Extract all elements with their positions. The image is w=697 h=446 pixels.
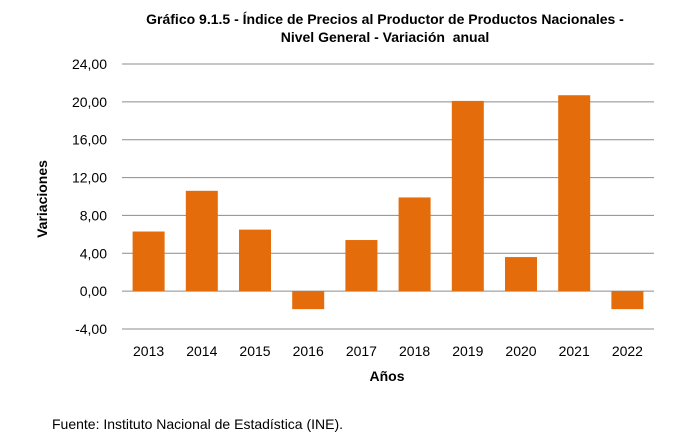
bar-2013 (132, 231, 165, 292)
y-tick-label: 12,00 (72, 170, 107, 186)
bar-2022 (611, 291, 644, 310)
bar-2018 (398, 197, 431, 292)
bar-2020 (505, 257, 537, 292)
y-tick-label: 0,00 (80, 283, 107, 299)
y-tick-label: 4,00 (80, 245, 107, 261)
y-tick-label: 24,00 (72, 56, 107, 72)
bars (132, 95, 644, 310)
bar-2016 (292, 291, 325, 310)
y-tick-labels: -4,00 0,00 4,00 8,00 12,00 16,00 20,00 24,00 (72, 56, 107, 337)
bar-2017 (345, 240, 378, 292)
y-tick-label: 20,00 (72, 94, 107, 110)
x-tick-label: 2015 (239, 343, 270, 359)
x-tick-labels: 2013 2014 2015 2016 2017 2018 2019 2020 2021 2022 (133, 343, 643, 359)
chart-title: Gráfico 9.1.5 - Índice de Precios al Pro… (0, 10, 697, 46)
x-tick-label: 2017 (346, 343, 377, 359)
bar-2021 (558, 95, 591, 292)
x-tick-label: 2016 (293, 343, 324, 359)
x-axis-label: Años (370, 368, 405, 384)
x-tick-label: 2014 (186, 343, 217, 359)
bar-2019 (451, 100, 484, 292)
source-note: Fuente: Instituto Nacional de Estadístic… (52, 416, 344, 432)
chart-title-line-2: Nivel General - Variación anual (280, 29, 490, 45)
bar-2014 (185, 190, 218, 292)
x-tick-label: 2013 (133, 343, 164, 359)
x-tick-label: 2020 (505, 343, 536, 359)
y-tick-label: 16,00 (72, 132, 107, 148)
y-tick-label: -4,00 (75, 321, 107, 337)
y-axis-label: Variaciones (34, 160, 50, 238)
x-tick-label: 2018 (399, 343, 430, 359)
x-tick-label: 2022 (612, 343, 643, 359)
x-tick-label: 2021 (559, 343, 590, 359)
y-tick-label: 8,00 (80, 207, 107, 223)
chart-title-line-1: Gráfico 9.1.5 - Índice de Precios al Pro… (146, 11, 624, 27)
bar-2015 (239, 229, 271, 292)
x-tick-label: 2019 (452, 343, 483, 359)
